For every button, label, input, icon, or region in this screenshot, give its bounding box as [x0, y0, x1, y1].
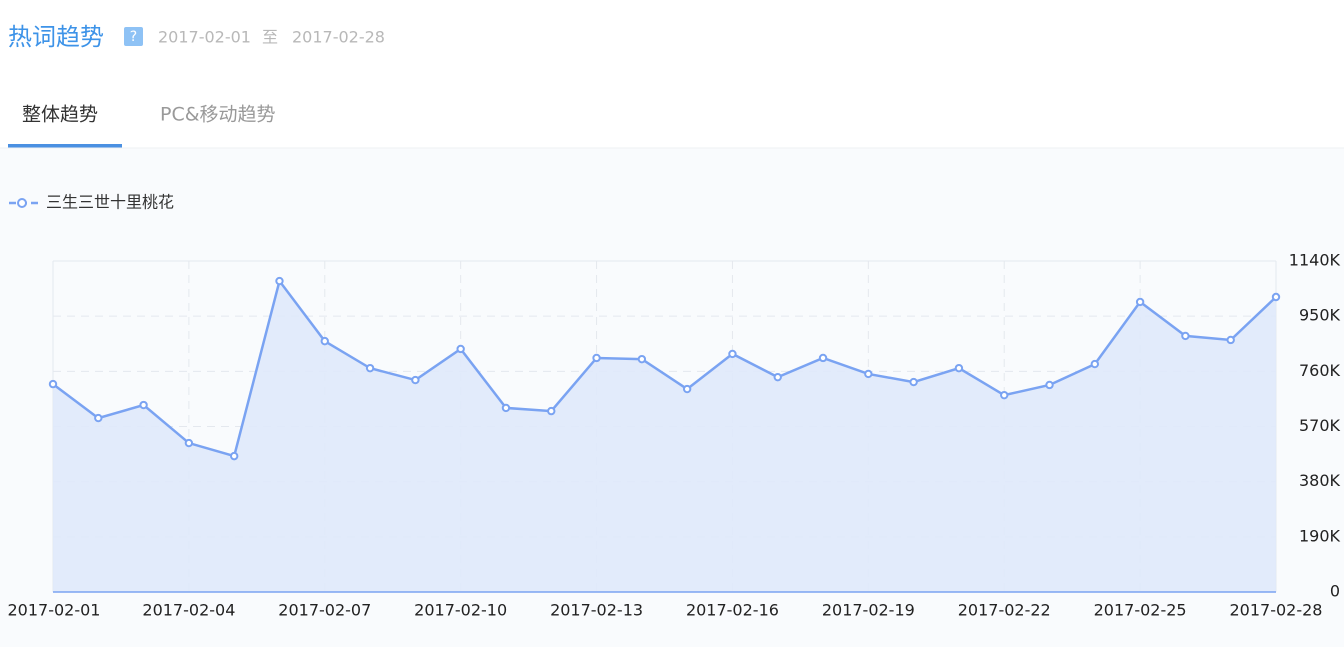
point	[48, 379, 58, 389]
help-icon[interactable]	[124, 27, 143, 46]
page-title: 热词趋势	[8, 23, 104, 51]
point	[501, 403, 511, 413]
x-tick-label: 2017-02-01	[8, 601, 101, 620]
point	[547, 406, 556, 416]
point	[275, 276, 284, 286]
y-tick-label: 190K	[1299, 526, 1341, 545]
point	[411, 375, 420, 385]
x-tick-label: 2017-02-04	[142, 601, 235, 620]
tab-active[interactable]: 整体趋势	[22, 104, 98, 126]
y-tick-label: 380K	[1299, 471, 1341, 490]
point	[184, 438, 194, 448]
point	[1226, 335, 1235, 345]
y-tick-label: 0	[1330, 582, 1340, 601]
date-end: 2017-02-28	[292, 28, 385, 47]
point	[229, 451, 239, 461]
point	[1045, 380, 1054, 390]
point	[456, 344, 465, 354]
point	[1090, 359, 1100, 369]
tab-underline	[8, 144, 122, 148]
point	[1181, 331, 1190, 341]
y-tick-label: 570K	[1299, 416, 1341, 435]
point	[1271, 292, 1281, 302]
date-separator: 至	[262, 28, 278, 47]
legend-label: 三生三世十里桃花	[46, 193, 174, 212]
legend-marker	[17, 198, 27, 208]
point	[954, 363, 964, 373]
y-tick-label: 950K	[1299, 306, 1341, 325]
point	[592, 353, 601, 363]
point	[1135, 297, 1145, 307]
x-tick-label: 2017-02-28	[1230, 601, 1323, 620]
point	[139, 400, 148, 410]
x-tick-label: 2017-02-13	[550, 601, 643, 620]
point	[637, 354, 647, 364]
x-tick-label: 2017-02-19	[822, 601, 915, 620]
point	[682, 384, 692, 394]
x-tick-label: 2017-02-25	[1094, 601, 1187, 620]
point	[728, 349, 737, 359]
tab[interactable]: PC&移动趋势	[160, 104, 276, 126]
y-tick-label: 760K	[1299, 361, 1341, 380]
point	[864, 369, 873, 379]
help-icon-text[interactable]: ?	[130, 29, 137, 45]
area	[53, 281, 1276, 592]
date-start: 2017-02-01	[158, 28, 251, 47]
point	[94, 413, 103, 423]
point	[1000, 390, 1009, 400]
x-tick-label: 2017-02-10	[414, 601, 507, 620]
point	[818, 353, 828, 363]
point	[909, 377, 918, 387]
x-tick-label: 2017-02-16	[686, 601, 779, 620]
y-tick-label: 1140K	[1289, 251, 1341, 270]
x-tick-label: 2017-02-22	[958, 601, 1051, 620]
point	[365, 363, 375, 373]
x-tick-label: 2017-02-07	[278, 601, 371, 620]
point	[773, 372, 782, 382]
point	[320, 336, 329, 346]
line	[52, 278, 1277, 458]
